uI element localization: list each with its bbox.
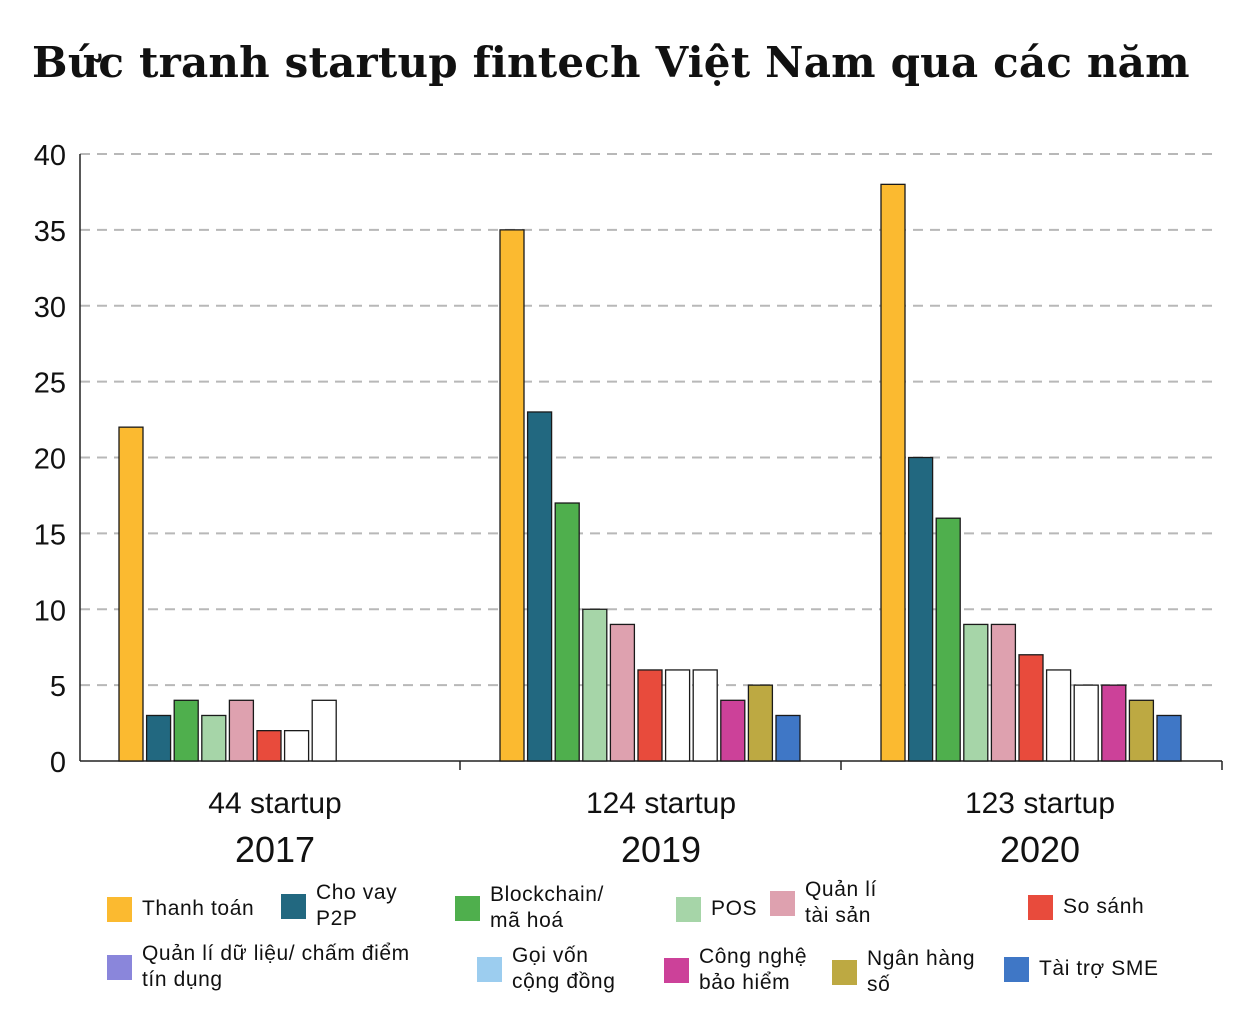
bar [554, 502, 580, 762]
bar [692, 669, 718, 762]
y-tick-label: 30 [34, 292, 66, 324]
group-year-label: 2017 [235, 829, 315, 870]
y-tick-label: 5 [50, 671, 66, 703]
bar [609, 623, 636, 762]
legend-label: Quản lí tài sản [805, 878, 877, 927]
legend-item: Thanh toán [107, 896, 254, 922]
chart-title: Bức tranh startup fintech Việt Nam qua c… [32, 38, 1190, 87]
legend-label: Blockchain/ mã hoá [490, 883, 604, 932]
legend-item: Quản lí dữ liệu/ chấm điểm tín dụng [107, 941, 410, 993]
bar [526, 411, 553, 762]
y-tick-label: 25 [34, 368, 66, 400]
legend-label: So sánh [1063, 895, 1145, 918]
legend-swatch [455, 895, 480, 921]
bar [256, 730, 282, 762]
legend-item: Ngân hàng số [832, 946, 975, 998]
legend-swatch [107, 896, 132, 922]
bar [1045, 669, 1072, 762]
bar [228, 699, 255, 762]
bar [311, 699, 337, 762]
legend-label: Gọi vốn cộng đồng [512, 944, 616, 993]
legend-item: POS [676, 896, 757, 922]
group-count-label: 124 startup [586, 787, 736, 820]
legend-item: Blockchain/ mã hoá [455, 882, 604, 934]
y-tick-label: 40 [34, 140, 66, 172]
y-tick-label: 10 [34, 595, 66, 627]
bar [963, 623, 989, 762]
legend-label: Công nghệ bảo hiểm [699, 945, 808, 994]
legend-item: Tài trợ SME [1004, 956, 1159, 982]
bar [201, 714, 227, 762]
bar [880, 183, 906, 762]
legend-swatch [1028, 894, 1053, 920]
legend-swatch [1004, 956, 1029, 982]
bar [1073, 684, 1099, 762]
group-count-label: 123 startup [965, 787, 1115, 820]
legend-label: Thanh toán [142, 897, 255, 920]
y-tick-label: 20 [34, 444, 66, 476]
legend-item: So sánh [1028, 894, 1144, 920]
bar [582, 608, 608, 762]
y-tick-label: 15 [34, 519, 66, 551]
legend-label: Cho vay P2P [316, 881, 398, 930]
legend-swatch [770, 890, 795, 916]
legend-swatch [664, 957, 689, 983]
group-count-label: 44 startup [208, 787, 341, 820]
legend-swatch [107, 954, 132, 980]
legend-item: Cho vay P2P [281, 880, 397, 932]
y-tick-label: 35 [34, 216, 66, 248]
bar-chart: 0 5 10 15 20 25 30 35 40 44 startup 2017 124 startu… [34, 140, 1223, 870]
bar [499, 229, 525, 762]
bar [118, 426, 144, 762]
legend-swatch [676, 896, 701, 922]
bar [637, 669, 663, 762]
bar [145, 714, 172, 762]
legend-swatch [477, 956, 502, 982]
bar [720, 699, 746, 762]
y-tick-label: 0 [50, 747, 66, 779]
legend-label: Ngân hàng số [867, 947, 976, 996]
group-year-label: 2020 [1000, 829, 1080, 870]
bar [1018, 654, 1044, 762]
legend-label: Quản lí dữ liệu/ chấm điểm tín dụng [142, 942, 410, 991]
bar [283, 730, 310, 762]
bar [935, 517, 961, 762]
group-year-label: 2019 [621, 829, 701, 870]
bar [775, 714, 801, 762]
bar [990, 623, 1017, 762]
bar [1128, 699, 1155, 762]
legend-item: Công nghệ bảo hiểm [664, 944, 807, 996]
bar [1156, 714, 1182, 762]
bar [664, 669, 691, 762]
legend-label: POS [711, 897, 758, 920]
bar [907, 456, 934, 762]
legend-item: Quản lí tài sản [770, 877, 877, 929]
legend-item: Gọi vốn cộng đồng [477, 943, 616, 995]
bar [173, 699, 199, 762]
legend-swatch [832, 959, 857, 985]
legend-swatch [281, 893, 306, 919]
bar [1101, 684, 1127, 762]
legend-label: Tài trợ SME [1039, 957, 1159, 980]
bar [747, 684, 774, 762]
